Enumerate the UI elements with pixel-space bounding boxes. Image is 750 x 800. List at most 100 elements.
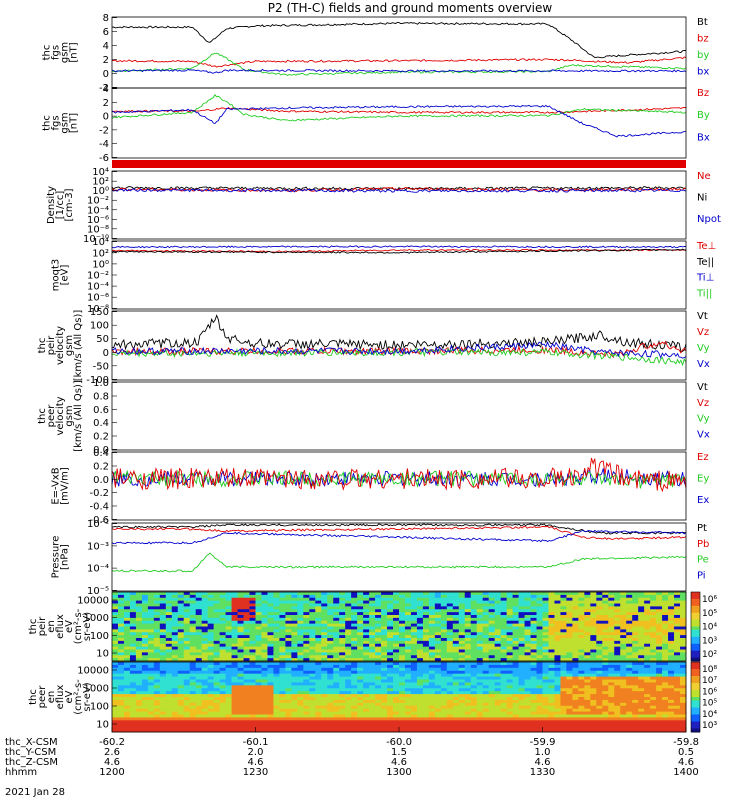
y-tick-label: -50 (93, 361, 109, 372)
spectrogram-cell (578, 670, 585, 675)
spectrogram-cell (680, 603, 687, 607)
spectrogram-cell (542, 600, 549, 604)
spectrogram-cell (159, 652, 167, 656)
spectrogram-cell (201, 620, 209, 625)
spectrogram-cell (662, 652, 669, 656)
spectrogram-cell (476, 726, 484, 730)
spectrogram-cell (512, 717, 519, 721)
spectrogram-cell (123, 658, 131, 662)
spectrogram-cell (518, 620, 525, 625)
spectrogram-cell (135, 673, 143, 677)
spectrogram-cell (243, 673, 250, 677)
spectrogram-cell (452, 620, 460, 625)
spectrogram-cell (434, 711, 442, 715)
spectrogram-cell (261, 667, 268, 672)
spectrogram-cell (249, 708, 256, 712)
spectrogram-cell (183, 711, 191, 715)
spectrogram-cell (309, 726, 316, 730)
spectrogram-cell (129, 623, 137, 627)
spectrogram-cell (554, 705, 561, 710)
spectrogram-cell (207, 606, 215, 610)
spectrogram-cell (560, 612, 567, 616)
spectrogram-cell (399, 592, 406, 596)
spectrogram-cell (476, 640, 484, 645)
spectrogram-cell (404, 697, 412, 701)
spectrogram-cell (428, 592, 436, 596)
spectrogram-cell (387, 705, 394, 710)
spectrogram-cell (309, 664, 316, 669)
spectrogram-cell (638, 629, 645, 633)
spectrogram-cell (578, 691, 585, 695)
spectrogram-cell (327, 626, 334, 630)
spectrogram-cell (518, 649, 525, 653)
spectrogram-cell (297, 676, 304, 680)
spectrogram-cell (285, 662, 292, 666)
spectrogram-cell (345, 685, 352, 689)
spectrogram-cell (297, 597, 304, 602)
spectrogram-cell (560, 623, 567, 627)
spectrogram-cell (159, 629, 167, 633)
spectrogram-cell (632, 626, 639, 630)
spectrogram-cell (273, 717, 280, 721)
spectrogram-cell (410, 592, 418, 596)
colorbar-cell (691, 704, 700, 708)
spectrogram-cell (267, 597, 274, 602)
spectrogram-cell (494, 609, 502, 613)
spectrogram-cell (112, 702, 119, 707)
spectrogram-cell (620, 612, 627, 616)
spectrogram-cell (602, 594, 609, 599)
colorbar-frame (690, 591, 701, 662)
spectrogram-cell (656, 664, 663, 669)
spectrogram-cell (135, 617, 143, 622)
spectrogram-cell (291, 664, 298, 669)
spectrogram-cell (333, 594, 340, 599)
spectrogram-cell (201, 726, 209, 730)
spectrogram-cell (512, 673, 519, 677)
spectrogram-cell (135, 708, 143, 712)
spectrogram-cell (237, 670, 244, 675)
spectrogram-cell (518, 612, 525, 616)
spectrogram-cell (219, 652, 227, 656)
spectrogram-cell (255, 592, 262, 596)
spectrogram-cell (470, 629, 478, 633)
spectrogram-cell (363, 673, 370, 677)
spectrogram-cell (500, 643, 508, 648)
spectrogram-cell (315, 673, 322, 677)
spectrogram-cell (674, 691, 681, 695)
spectrogram-cell (614, 679, 621, 683)
spectrogram-cell (279, 705, 286, 710)
spectrogram-cell (303, 643, 310, 648)
spectrogram-cell (213, 729, 221, 733)
spectrogram-cell (327, 643, 334, 648)
spectrogram-cell (279, 609, 286, 613)
spectrogram-cell (416, 688, 424, 692)
spectrogram-cell (662, 679, 669, 683)
spectrogram-cell (506, 606, 514, 610)
spectrogram-cell (620, 729, 627, 733)
spectrogram-cell (255, 612, 262, 616)
spectrogram-cell (123, 717, 131, 721)
spectrogram-cell (554, 667, 561, 672)
spectrogram-cell (213, 626, 221, 630)
spectrogram-cell (309, 720, 316, 724)
spectrogram-cell (428, 615, 436, 619)
spectrogram-cell (273, 726, 280, 730)
spectrogram-cell (201, 655, 209, 659)
spectrogram-cell (381, 714, 388, 718)
spectrogram-cell (536, 626, 543, 630)
x-row-value: -60.2 (99, 737, 125, 748)
spectrogram-cell (560, 629, 567, 633)
spectrogram-cell (464, 714, 472, 718)
spectrogram-cell (476, 649, 484, 653)
colorbar-cell (691, 654, 700, 659)
spectrogram-cell (225, 697, 232, 701)
spectrogram-cell (464, 632, 472, 636)
spectrogram-cell (494, 717, 502, 721)
spectrogram-cell (662, 708, 669, 712)
spectrogram-cell (650, 697, 657, 701)
spectrogram-cell (614, 682, 621, 686)
spectrogram-cell (650, 615, 657, 619)
spectrogram-cell (476, 643, 484, 648)
spectrogram-cell (291, 708, 298, 712)
spectrogram-cell (500, 688, 508, 692)
